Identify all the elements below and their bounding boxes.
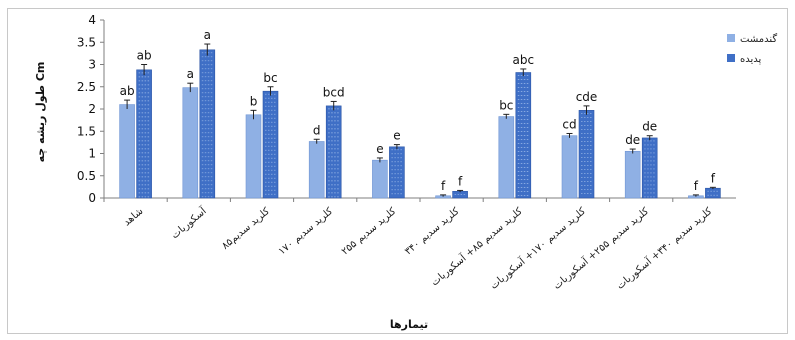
y-tick-label: 2.5 [77,80,96,94]
bar [325,105,342,199]
data-label: ab [137,49,152,63]
bar [119,104,135,199]
data-label: a [187,67,194,81]
y-tick-label: 1.5 [77,124,96,138]
legend: گندمشت پدیده [727,33,777,65]
data-label: cd [562,117,576,131]
legend-label-series-2: پدیده [740,54,762,65]
data-label: f [694,179,699,193]
data-label: bc [263,71,277,85]
x-axis-label: تیمارها [390,318,428,331]
y-axis-label: طول ریشه چه Cm [34,62,47,163]
y-tick-label: 0.5 [77,169,96,183]
bar [561,135,578,199]
x-tick-label: کلرید سدیم ۳۴۰ [403,206,462,258]
data-label: a [204,28,211,42]
data-label: d [313,123,321,137]
y-tick-label: 1 [88,147,96,161]
bar [705,187,721,199]
y-tick-label: 3 [88,58,96,72]
y-tick-label: 4 [88,13,96,27]
data-label: e [393,129,400,143]
x-tick-label: کلرید سدیم ۲۵۵ [340,206,399,258]
data-label: de [642,120,657,134]
x-tick-label: آسکوربات [168,204,209,242]
bar [498,116,515,199]
bar [578,110,595,199]
x-tick-label: کلرید سدیم۸۵ [220,206,272,252]
legend-swatch-series-2 [727,54,735,62]
bar [308,141,325,199]
x-tick-label: کلرید سدیم ۳۴۰+ آسکوربات [614,204,715,292]
bar [372,159,388,199]
data-label: e [376,142,383,156]
data-label: bc [499,98,513,112]
data-label: abc [513,53,535,67]
y-tick-label: 2 [88,102,96,116]
bar [182,87,199,199]
bar [245,114,262,199]
legend-label-series-1: گندمشت [740,33,777,45]
data-label: f [711,171,716,185]
data-label: b [250,94,258,108]
y-tick-label: 0 [88,191,96,205]
data-label: ab [120,84,135,98]
data-label: bcd [323,85,345,99]
x-tick-label: شاهد [122,206,146,229]
data-label: cde [576,90,598,104]
data-label: f [458,174,463,188]
bar [624,150,641,199]
y-tick-label: 3.5 [77,35,96,49]
legend-swatch-series-1 [727,34,735,42]
x-tick-label: کلرید سدیم ۱۷۰ [277,206,336,258]
data-label: de [625,133,640,147]
bar [199,49,216,199]
bar [389,146,405,199]
data-label: f [441,179,446,193]
